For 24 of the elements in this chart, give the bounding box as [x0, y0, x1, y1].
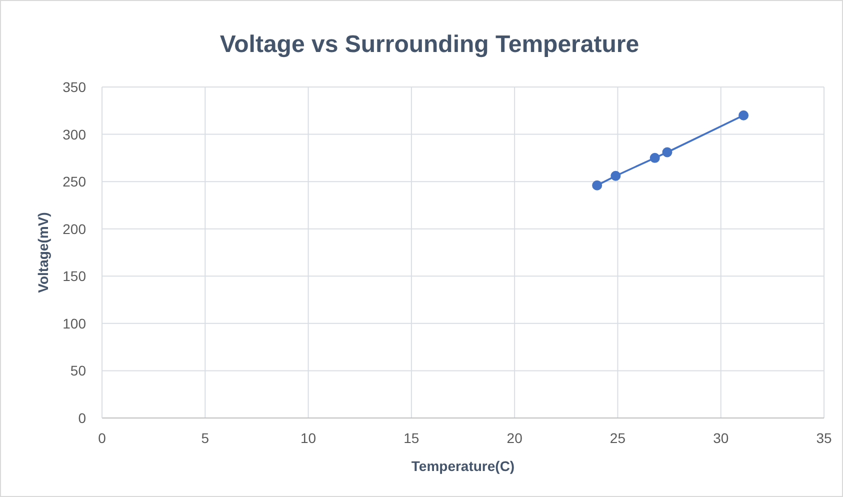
point	[662, 147, 672, 158]
y-tick-label: 300	[62, 126, 86, 142]
y-tick-label: 350	[62, 79, 86, 95]
x-tick-label: 15	[404, 430, 420, 446]
x-tick-label: 35	[816, 430, 832, 446]
x-tick-label: 0	[98, 430, 106, 446]
y-tick-label: 50	[70, 362, 86, 379]
x-tick-label: 20	[506, 430, 523, 446]
y-tick-label: 0	[78, 410, 86, 426]
x-axis-title: Temperature(C)	[411, 458, 515, 474]
chart-title: Voltage vs Surrounding Temperature	[220, 31, 640, 58]
point	[738, 110, 749, 120]
x-tick-label: 5	[201, 430, 210, 446]
y-tick-label: 150	[62, 268, 86, 284]
y-tick-label: 250	[62, 174, 86, 190]
point	[650, 152, 660, 163]
y-axis-title: Voltage(mV)	[35, 212, 51, 293]
x-tick-label: 10	[300, 430, 316, 446]
y-tick-label: 100	[62, 315, 86, 332]
x-tick-label: 25	[610, 430, 626, 446]
y-tick-label: 200	[62, 220, 86, 237]
point	[610, 170, 621, 181]
point	[592, 180, 602, 190]
x-tick-label: 30	[713, 430, 729, 446]
